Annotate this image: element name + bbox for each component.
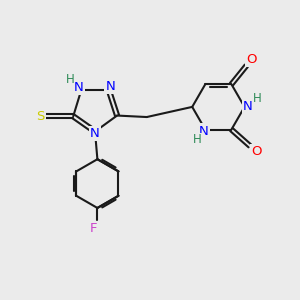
Text: F: F — [90, 222, 98, 235]
Text: H: H — [193, 134, 201, 146]
Text: H: H — [66, 73, 74, 86]
Text: O: O — [246, 53, 257, 66]
Text: S: S — [36, 110, 45, 123]
Text: O: O — [251, 145, 262, 158]
Text: N: N — [199, 124, 209, 137]
Text: N: N — [105, 80, 115, 93]
Text: N: N — [90, 127, 100, 140]
Text: N: N — [243, 100, 252, 113]
Text: H: H — [253, 92, 261, 105]
Text: N: N — [74, 81, 84, 94]
